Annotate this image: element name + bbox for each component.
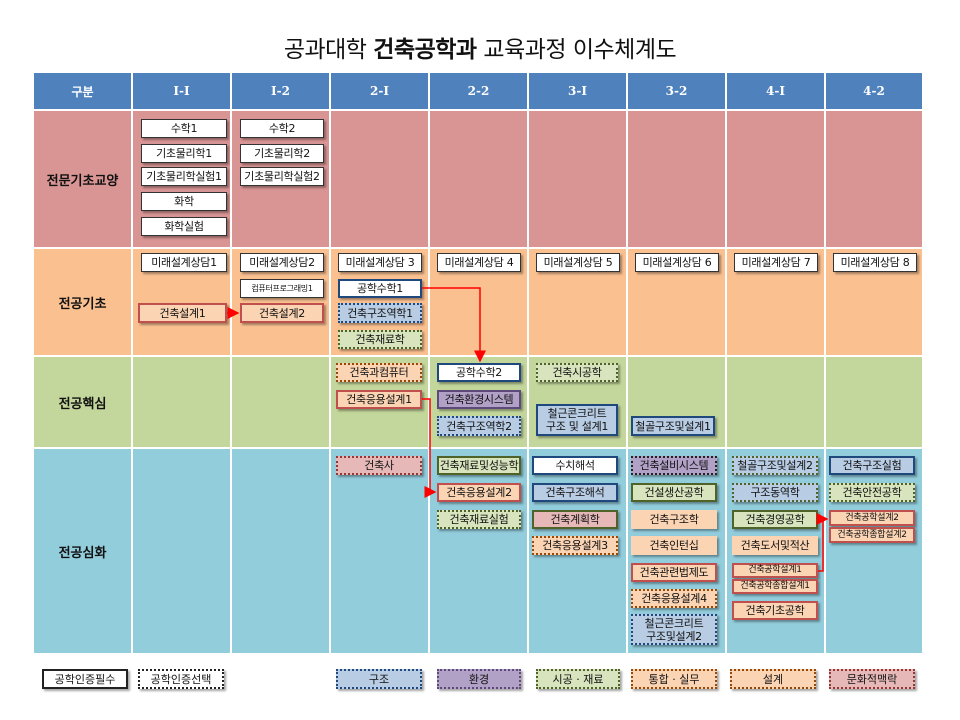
header-semester-2-1: 2-I xyxy=(330,72,429,110)
course-archcomputer: 건축과컴퓨터 xyxy=(336,363,422,382)
course-engdesign2: 건축공학설계2 xyxy=(829,510,915,526)
course-appdesign3: 건축응용설계3 xyxy=(532,536,618,555)
cell xyxy=(726,110,825,248)
legend-construction: 시공 · 재료 xyxy=(536,669,620,689)
course-appdesign1: 건축응용설계1 xyxy=(336,390,422,409)
row-label-basic: 전공기초 xyxy=(33,248,132,356)
course-structure: 건축구조학 xyxy=(631,510,717,529)
course-engmath2: 공학수학2 xyxy=(437,363,521,382)
course-design1: 건축설계1 xyxy=(138,303,227,323)
page-title: 공과대학 건축공학과 교육과정 이수체계도 xyxy=(283,37,677,63)
course-rc-design1: 철근콘크리트 구조 및 설계1 xyxy=(536,404,618,436)
course-chemlab: 화학실험 xyxy=(141,217,227,236)
row-label-core: 전공핵심 xyxy=(33,356,132,448)
course-materialperf: 건축재료및성능학 xyxy=(437,456,521,475)
cell xyxy=(132,448,231,654)
cell xyxy=(429,448,528,654)
course-dynamics: 구조동역학 xyxy=(732,483,818,502)
course-physlab1: 기초물리학실험1 xyxy=(141,167,227,186)
course-materiallab: 건축재료실험 xyxy=(437,510,521,529)
course-structmech2: 건축구조역학2 xyxy=(437,416,521,436)
course-fd3: 미래설계상담 3 xyxy=(338,253,422,272)
cell xyxy=(726,356,825,448)
course-capstone1: 건축공학종합설계1 xyxy=(732,579,818,594)
cell xyxy=(429,110,528,248)
header-semester-2-2: 2-2 xyxy=(429,72,528,110)
course-steel-design2: 철골구조및설계2 xyxy=(732,456,818,475)
cell xyxy=(825,448,923,654)
course-fd7: 미래설계상담 7 xyxy=(734,253,818,272)
course-planning: 건축계획학 xyxy=(532,510,618,529)
header-semester-3-2: 3-2 xyxy=(627,72,726,110)
course-fd4: 미래설계상담 4 xyxy=(437,253,521,272)
course-safety: 건축안전공학 xyxy=(829,483,915,502)
course-programming1: 컴퓨터프로그래밍1 xyxy=(240,279,324,298)
course-structmech1: 건축구조역학1 xyxy=(338,303,422,323)
course-design2: 건축설계2 xyxy=(240,303,324,323)
cell xyxy=(132,356,231,448)
course-steel-design1: 철골구조및설계1 xyxy=(631,416,715,436)
course-fd8: 미래설계상담 8 xyxy=(833,253,917,272)
course-numerical: 수치해석 xyxy=(532,456,618,475)
course-fd5: 미래설계상담 5 xyxy=(536,253,620,272)
course-math1: 수학1 xyxy=(141,119,227,138)
course-engmath1: 공학수학1 xyxy=(338,279,422,298)
course-history: 건축사 xyxy=(336,456,422,475)
legend-design: 설계 xyxy=(730,669,816,689)
course-fd6: 미래설계상담 6 xyxy=(635,253,719,272)
header-semester-1-2: I-2 xyxy=(231,72,330,110)
legend-environment: 환경 xyxy=(437,669,521,689)
legend-required: 공학인증필수 xyxy=(42,669,128,689)
course-appdesign4: 건축응용설계4 xyxy=(631,589,717,608)
course-phys1: 기초물리학1 xyxy=(141,144,227,163)
course-engdesign1: 건축공학설계1 xyxy=(732,563,818,578)
header-semester-3-1: 3-I xyxy=(528,72,627,110)
header-semester-4-2: 4-2 xyxy=(825,72,923,110)
cell xyxy=(231,356,330,448)
course-estimation: 건축도서및적산 xyxy=(732,536,818,555)
legend-integration: 통합 · 실무 xyxy=(631,669,717,689)
course-management: 건축경영공학 xyxy=(732,510,818,529)
cell xyxy=(330,110,429,248)
row-label-general: 전문기초교양 xyxy=(33,110,132,248)
course-phys2: 기초물리학2 xyxy=(240,144,324,163)
cell xyxy=(528,110,627,248)
cell xyxy=(825,356,923,448)
course-capstone2: 건축공학종합설계2 xyxy=(829,527,915,543)
course-lawsystem: 건축관련법제도 xyxy=(631,563,717,582)
course-facilities: 건축설비시스템 xyxy=(631,456,717,475)
header-semester-1-1: I-I xyxy=(132,72,231,110)
row-label-advanced: 전공심화 xyxy=(33,448,132,654)
course-internship: 건축인턴십 xyxy=(631,536,717,555)
course-structlab: 건축구조실험 xyxy=(829,456,915,475)
course-envsystem: 건축환경시스템 xyxy=(437,390,521,409)
course-structanalysis: 건축구조해석 xyxy=(532,483,618,502)
course-material: 건축재료학 xyxy=(338,330,422,349)
course-chem: 화학 xyxy=(141,192,227,211)
course-construction: 건축시공학 xyxy=(536,363,618,382)
course-rc-design2: 철근콘크리트 구조및설계2 xyxy=(631,614,717,645)
course-production: 건설생산공학 xyxy=(631,483,717,502)
cell xyxy=(231,448,330,654)
course-fd2: 미래설계상담2 xyxy=(240,253,324,272)
course-physlab2: 기초물리학실험2 xyxy=(240,167,324,186)
course-math2: 수학2 xyxy=(240,119,324,138)
course-appdesign2: 건축응용설계2 xyxy=(437,483,521,502)
legend-elective: 공학인증선택 xyxy=(138,669,224,689)
header-corner: 구분 xyxy=(33,72,132,110)
legend-structure: 구조 xyxy=(336,669,422,689)
cell xyxy=(330,448,429,654)
course-foundation: 건축기초공학 xyxy=(732,601,818,620)
cell xyxy=(825,110,923,248)
course-fd1: 미래설계상담1 xyxy=(141,253,227,272)
legend-culture: 문화적맥락 xyxy=(829,669,915,689)
header-semester-4-1: 4-I xyxy=(726,72,825,110)
cell xyxy=(627,110,726,248)
